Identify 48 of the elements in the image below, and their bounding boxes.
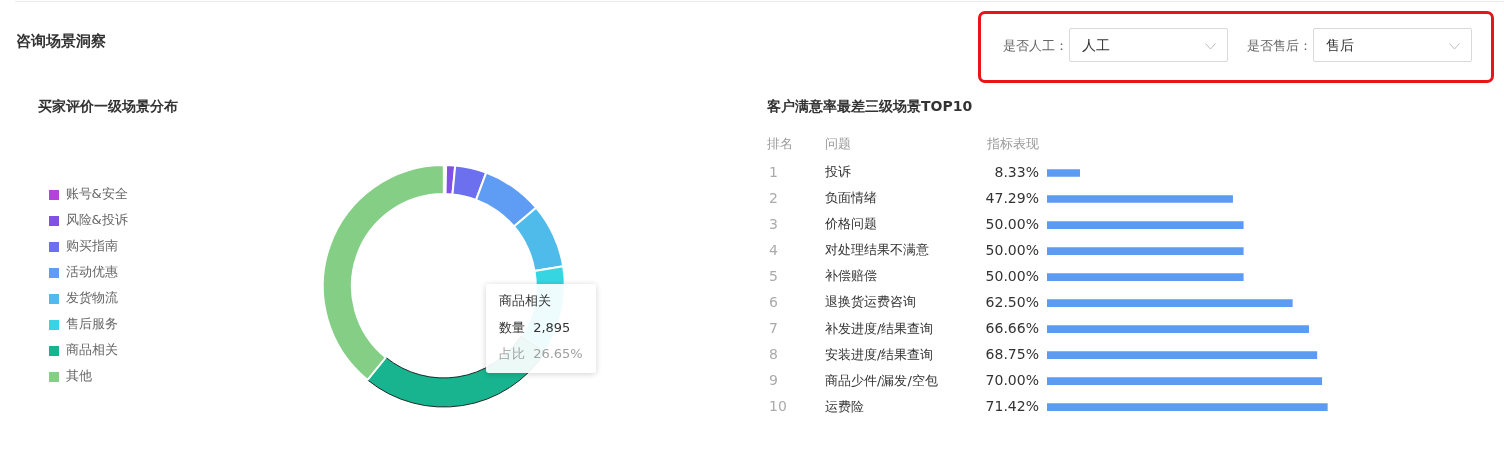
y-tick-label: 商品少件/漏发/空包: [825, 372, 938, 388]
text: 排名: [767, 136, 793, 152]
data-label: 50.00%: [985, 241, 1039, 258]
y-tick-label: 补偿赔偿: [825, 268, 877, 284]
data-label: 71.42%: [985, 397, 1039, 414]
text: 2: [769, 189, 778, 206]
data-label: 68.75%: [985, 345, 1039, 362]
data-label: 47.29%: [985, 189, 1039, 206]
text: 10: [769, 397, 787, 414]
data-label: 62.50%: [985, 293, 1039, 310]
y-tick-label: 对处理结果不满意: [825, 242, 929, 258]
legend-label: 风险&投诉: [65, 212, 128, 228]
text: 是否售后：: [1247, 37, 1312, 55]
data-label: 8.33%: [994, 163, 1039, 180]
text: 9: [769, 371, 778, 388]
y-tick-label: 安装进度/结果查询: [825, 346, 934, 362]
legend-label: 购买指南: [65, 238, 118, 254]
chart-title: 买家评价一级场景分布: [38, 97, 178, 115]
legend-label: 商品相关: [65, 342, 118, 358]
y-tick-label: 投诉: [824, 164, 851, 180]
y-tick-label: 价格问题: [824, 216, 877, 232]
y-tick-label: 退换货运费咨询: [825, 294, 916, 310]
legend-label: 发货物流: [65, 290, 118, 306]
x-axis-title: 指标表现: [986, 136, 1039, 152]
y-tick-label: 补发进度/结果查询: [825, 320, 934, 336]
text: 4: [769, 241, 778, 258]
data-label: 50.00%: [985, 215, 1039, 232]
legend-label: 活动优惠: [65, 264, 118, 280]
text: 5: [769, 267, 778, 284]
text: 3: [769, 215, 778, 232]
text: 咨询场景洞察: [16, 31, 106, 51]
legend-label: 账号&安全: [65, 186, 128, 202]
dropdown-field: 人工: [1069, 28, 1228, 62]
y-axis-title: 问题: [825, 136, 851, 152]
y-tick-label: 负面情绪: [825, 190, 877, 206]
legend-label: 其他: [65, 368, 92, 384]
data-label: 70.00%: [985, 371, 1039, 388]
text: 是否人工：: [1003, 37, 1068, 55]
text: 客户满意率最差三级场景TOP10: [767, 97, 973, 115]
dropdown-field: 售后: [1313, 28, 1472, 62]
text: 7: [769, 319, 778, 336]
text: 6: [769, 293, 778, 310]
legend-label: 售后服务: [65, 316, 118, 332]
data-label: 66.66%: [985, 319, 1039, 336]
y-tick-label: 运费险: [825, 398, 864, 414]
text: 1: [769, 163, 778, 180]
data-label: 50.00%: [985, 267, 1039, 284]
text: 8: [769, 345, 778, 362]
